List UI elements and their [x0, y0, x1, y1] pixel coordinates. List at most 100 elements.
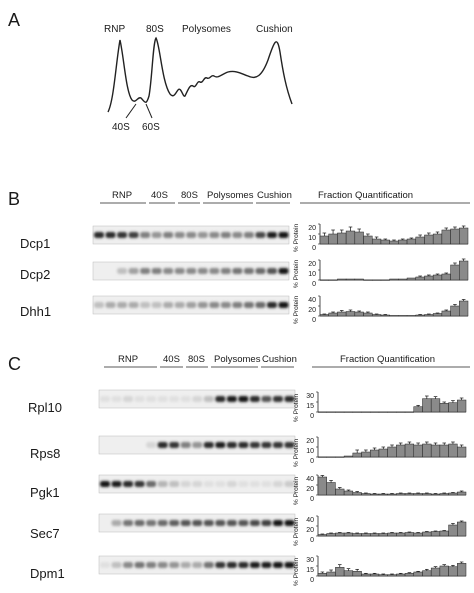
tick-dpm1-mid: 15	[306, 567, 314, 574]
bar	[406, 238, 417, 245]
blot-band	[278, 232, 289, 238]
blot-band	[232, 232, 243, 238]
tick-rps8-top: 20	[306, 438, 314, 445]
bar	[459, 260, 469, 281]
bar	[398, 239, 408, 245]
blot-band	[192, 396, 203, 402]
blot-band	[220, 232, 231, 238]
tick-sec7-zero: 0	[310, 537, 314, 544]
bar	[354, 231, 364, 245]
tick-rpl10-mid: 15	[306, 403, 314, 410]
bar	[369, 533, 380, 537]
bar	[439, 444, 449, 458]
blot-band	[272, 520, 283, 526]
blot-band	[169, 396, 180, 402]
quant-chart-dcp2	[318, 258, 469, 281]
blot-band	[140, 302, 151, 308]
bar	[345, 311, 356, 317]
blot-band	[215, 481, 226, 487]
bar	[398, 315, 408, 317]
bar	[430, 444, 441, 458]
bar	[328, 312, 338, 317]
bar	[389, 278, 399, 281]
bar	[387, 574, 397, 577]
y-axis-label-dhh1: % Protein	[293, 295, 300, 324]
bar	[371, 238, 382, 245]
bar	[404, 443, 415, 458]
blot-band	[169, 442, 180, 448]
bar	[319, 235, 329, 245]
blot-band	[105, 302, 116, 308]
bar	[439, 403, 449, 413]
bar	[406, 277, 417, 281]
bar	[430, 398, 441, 413]
blot-band	[220, 268, 231, 274]
bar	[326, 533, 336, 537]
bar	[317, 573, 327, 577]
blot-band	[157, 562, 168, 568]
tick-dcp2-top: 20	[308, 261, 316, 268]
bar	[457, 563, 467, 577]
blot-rps8	[98, 435, 296, 455]
quant-title-b: Fraction Quantification	[318, 190, 413, 201]
tick-rpl10-zero: 0	[310, 413, 314, 420]
blot-dpm1	[98, 555, 296, 575]
quant-chart-rps8	[316, 436, 467, 458]
blot-band	[111, 562, 122, 568]
bar	[361, 573, 371, 577]
y-axis-label-rps8: % Protein	[293, 438, 300, 467]
y-axis-label-dpm1: % Protein	[293, 557, 300, 586]
peak-label-polysomes: Polysomes	[182, 24, 231, 35]
blot-band	[220, 302, 231, 308]
y-axis-label-dcp2: % Protein	[293, 259, 300, 288]
blot-band	[128, 232, 139, 238]
blot-band	[174, 268, 185, 274]
blot-band	[151, 232, 162, 238]
blot-band	[151, 268, 162, 274]
blot-band	[203, 481, 214, 487]
blot-band	[140, 232, 151, 238]
blot-band	[169, 562, 180, 568]
tick-pgk1-zero: 0	[310, 496, 314, 503]
bar	[378, 574, 388, 577]
fraction-header-80s-c: 80S	[188, 354, 205, 365]
quant-chart-dpm1	[316, 555, 467, 577]
blot-dcp1	[92, 225, 290, 245]
bar	[448, 402, 458, 413]
bar	[378, 533, 388, 537]
bar	[432, 233, 443, 245]
bar	[361, 451, 371, 458]
peak-label-rnp: RNP	[104, 24, 125, 35]
tick-rpl10-top: 30	[306, 393, 314, 400]
blot-band	[186, 232, 197, 238]
blot-band	[100, 481, 111, 487]
tick-dhh1-mid: 20	[308, 307, 316, 314]
tick-pgk1-top: 40	[306, 476, 314, 483]
blot-band	[157, 520, 168, 526]
blot-band	[284, 562, 295, 568]
blot-band	[117, 302, 128, 308]
bar	[441, 229, 451, 245]
bar	[459, 300, 469, 317]
panel-b: B RNP 40S 80S Polysomes Cushion Fraction…	[8, 189, 470, 324]
bar	[387, 493, 397, 496]
blot-band	[146, 396, 157, 402]
blot-band	[266, 232, 277, 238]
bar	[389, 315, 399, 317]
blot-band	[261, 396, 272, 402]
tick-dpm1-zero: 0	[310, 577, 314, 584]
blot-band	[146, 520, 157, 526]
blot-band	[157, 396, 168, 402]
bar	[335, 532, 345, 537]
fraction-header-80s: 80S	[181, 190, 198, 201]
bar	[317, 476, 327, 496]
blot-band	[180, 481, 191, 487]
blot-band	[94, 302, 105, 308]
fraction-header-polysomes-c: Polysomes	[214, 354, 261, 365]
bar	[328, 233, 338, 245]
bar	[369, 493, 380, 496]
panel-c: C RNP 40S 80S Polysomes Cushion Fraction…	[8, 354, 470, 586]
bar	[432, 313, 443, 317]
blot-band	[238, 396, 249, 402]
